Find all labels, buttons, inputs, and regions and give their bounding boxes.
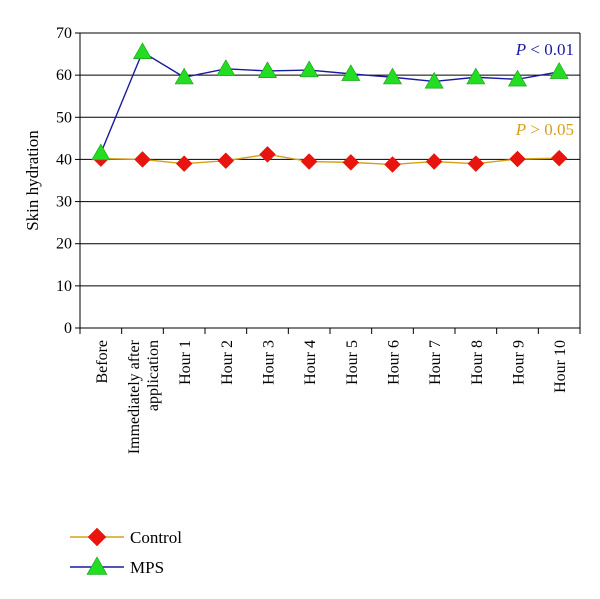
y-tick-label: 50 xyxy=(56,109,72,126)
y-axis-title: Skin hydration xyxy=(23,130,42,231)
x-tick-label-line: Hour 2 xyxy=(219,340,236,385)
x-tick-label-line: Hour 6 xyxy=(386,340,403,385)
y-tick-label: 60 xyxy=(56,67,72,84)
x-tick-label: Before xyxy=(94,340,111,384)
x-tick-labels: Before Immediately after application Hour 1… xyxy=(94,339,569,454)
x-tick-label: Hour 6 xyxy=(386,340,403,385)
data-point-mps xyxy=(299,60,319,78)
data-point-control xyxy=(550,149,568,167)
data-point-mps xyxy=(382,67,403,85)
data-point-mps xyxy=(174,67,194,85)
data-point-control xyxy=(425,153,443,170)
x-tick-label-line: Hour 5 xyxy=(344,340,361,385)
x-tick-label: Immediately after application xyxy=(126,339,162,454)
legend-marker-control xyxy=(87,527,107,547)
x-tick-label-line: Hour 8 xyxy=(469,340,486,385)
axes xyxy=(75,32,581,334)
x-tick-label: Hour 2 xyxy=(219,340,236,385)
data-point-mps xyxy=(424,71,444,89)
x-tick-label: Hour 4 xyxy=(302,340,319,385)
legend: Control MPS xyxy=(70,527,182,577)
x-tick-label: Hour 1 xyxy=(177,340,194,385)
y-tick-label: 20 xyxy=(56,236,72,253)
x-tick-label-line: Hour 4 xyxy=(302,340,319,385)
x-tick-label-line: application xyxy=(145,340,162,411)
x-tick-label: Hour 8 xyxy=(469,340,486,385)
legend-label-control: Control xyxy=(130,528,182,547)
data-point-mps xyxy=(341,64,361,81)
series-control xyxy=(92,146,568,173)
series-mps xyxy=(91,42,569,161)
x-tick-label-line: Hour 1 xyxy=(177,340,194,385)
y-tick-label: 30 xyxy=(56,194,72,211)
data-point-mps xyxy=(466,67,486,85)
data-point-control xyxy=(509,150,526,168)
y-tick-label: 70 xyxy=(56,25,72,42)
data-point-control xyxy=(134,151,151,168)
legend-item-control: Control xyxy=(70,527,182,547)
data-point-mps xyxy=(216,59,236,76)
data-point-control xyxy=(384,156,401,173)
x-tick-label-line: Before xyxy=(94,340,111,384)
x-tick-label: Hour 7 xyxy=(427,340,444,385)
p-value-control: P > 0.05 xyxy=(515,120,574,139)
data-point-mps xyxy=(549,62,569,79)
series-layer xyxy=(91,42,569,173)
y-tick-labels: 0 10 20 30 40 50 60 70 xyxy=(56,25,72,337)
legend-label-mps: MPS xyxy=(130,558,164,577)
series-line-mps xyxy=(100,50,560,154)
data-point-control xyxy=(467,155,485,172)
data-point-control xyxy=(342,154,360,171)
x-tick-label: Hour 5 xyxy=(344,340,361,385)
x-tick-label: Hour 10 xyxy=(552,340,569,393)
x-tick-label-line: Hour 9 xyxy=(511,340,528,385)
x-tick-label: Hour 9 xyxy=(511,340,528,385)
x-tick-label: Hour 3 xyxy=(261,340,278,385)
annotations: P < 0.01 P > 0.05 xyxy=(515,40,574,139)
y-tick-label: 40 xyxy=(56,151,72,168)
data-point-control xyxy=(259,146,276,163)
x-tick-label-line: Immediately after xyxy=(126,339,143,454)
y-tick-label: 0 xyxy=(64,320,72,337)
x-tick-label-line: Hour 7 xyxy=(427,340,444,385)
p-value-mps: P < 0.01 xyxy=(515,40,574,59)
x-tick-label-line: Hour 10 xyxy=(552,340,569,393)
legend-item-mps: MPS xyxy=(70,556,164,577)
data-point-control xyxy=(175,155,193,172)
data-point-control xyxy=(300,153,318,170)
data-point-mps xyxy=(132,42,153,60)
data-point-mps xyxy=(257,61,278,78)
gridlines xyxy=(80,32,580,329)
x-tick-label-line: Hour 3 xyxy=(261,340,278,385)
data-point-mps xyxy=(91,143,111,161)
data-point-control xyxy=(217,152,235,170)
legend-marker-mps xyxy=(86,556,108,575)
y-tick-label: 10 xyxy=(56,278,72,295)
data-point-mps xyxy=(507,69,528,87)
